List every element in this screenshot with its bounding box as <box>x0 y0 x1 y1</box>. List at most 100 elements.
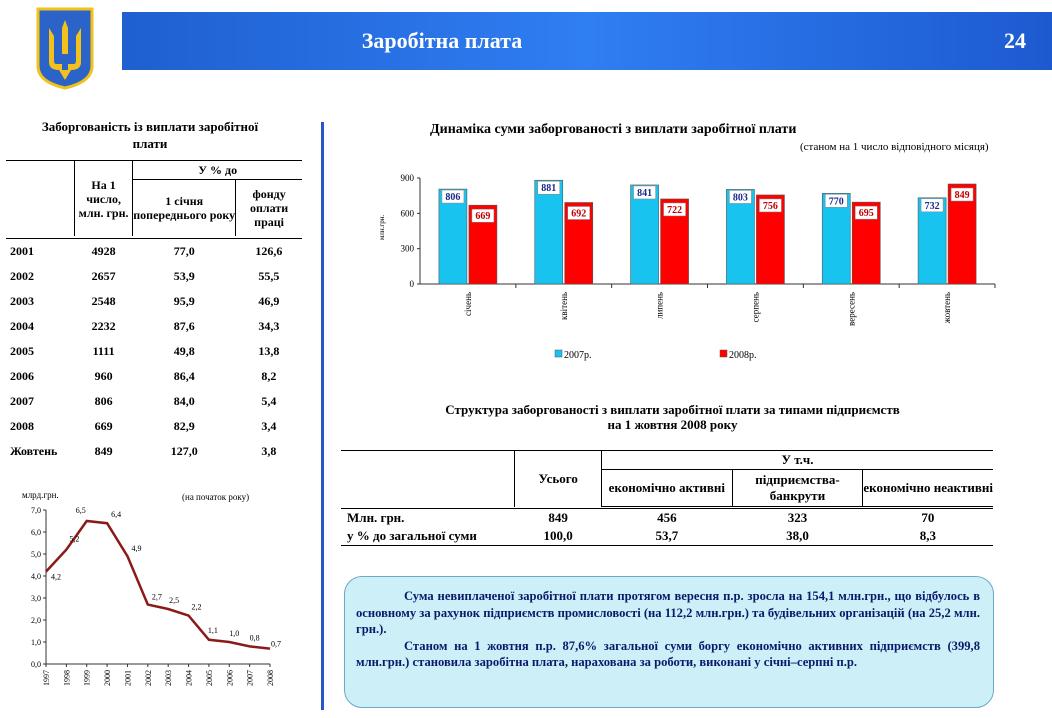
legend-label: 2007р. <box>564 350 592 361</box>
data-label: 6,4 <box>111 510 121 519</box>
debt-by-year-table: На 1 число, млн. грн. У % до 1 січня поп… <box>6 160 302 464</box>
col-amount-header: На 1 число, млн. грн. <box>73 160 133 236</box>
x-tick-label: 1998 <box>62 670 71 686</box>
right-table-title-line2: на 1 жовтня 2008 року <box>607 417 738 432</box>
data-label-box <box>471 208 495 223</box>
y-tick-label: 7,0 <box>31 506 41 515</box>
data-label: 2,7 <box>152 593 162 602</box>
table-row: 2002 2657 53,9 55,5 <box>10 269 280 283</box>
table-row: 2005 1111 49,8 13,8 <box>10 344 280 358</box>
x-tick-label: січень <box>463 292 473 316</box>
note-paragraph-1: Сума невиплаченої заробітної плати протя… <box>356 589 980 636</box>
y-tick-label: 0,0 <box>31 660 41 669</box>
x-tick-label: жовтень <box>942 292 952 324</box>
x-tick-label: вересень <box>846 292 856 326</box>
legend-swatch <box>719 349 728 358</box>
data-label: 4,2 <box>51 573 61 582</box>
data-label-box <box>663 202 686 217</box>
data-label: 1,0 <box>229 629 239 638</box>
data-label: 669 <box>475 211 490 222</box>
y-tick-label: 1,0 <box>31 638 41 647</box>
bar-2007 <box>917 197 947 285</box>
x-tick-label: 2008 <box>266 670 275 686</box>
y-tick-label: 6,0 <box>31 528 41 537</box>
x-tick-label: 1999 <box>83 670 92 686</box>
data-label: 695 <box>859 208 874 219</box>
y-tick-label: 5,0 <box>31 550 41 559</box>
table-row: 2007 806 84,0 5,4 <box>10 394 277 408</box>
page-title: Заробітна плата <box>361 28 523 53</box>
data-label: 841 <box>637 188 652 199</box>
x-tick-label: 2007 <box>246 670 255 686</box>
data-label-box <box>759 198 782 213</box>
table-row: Млн. грн. 849 456 323 70 <box>347 510 935 525</box>
x-tick-label: 1997 <box>42 670 51 686</box>
y-tick-label: 300 <box>401 244 415 254</box>
x-tick-label: 2005 <box>205 670 214 686</box>
header-empty <box>341 450 515 507</box>
data-label: 2,5 <box>169 596 179 605</box>
col-group-header: У т.ч. <box>601 450 993 470</box>
table-row: 2004 2232 87,6 34,3 <box>10 319 280 333</box>
col-inactive-header: економічно неактивні <box>862 469 993 507</box>
data-label: 0,8 <box>250 633 260 642</box>
table-row: у % до загальної суми 100,0 53,7 38,0 8,… <box>341 527 993 546</box>
bar-2007 <box>726 189 755 285</box>
y-tick-label: 0 <box>410 279 415 289</box>
data-label: 5,2 <box>69 535 79 544</box>
legend-label: 2008р. <box>729 350 757 361</box>
bar-2007 <box>534 179 564 285</box>
data-label: 770 <box>829 196 844 207</box>
trident-emblem-icon <box>36 7 94 90</box>
data-label: 4,9 <box>131 544 141 553</box>
bar-2007 <box>821 193 851 285</box>
note-text: Сума невиплаченої заробітної плати протя… <box>356 588 980 671</box>
col-total-header: Усього <box>514 450 602 507</box>
data-label-box <box>950 187 974 202</box>
right-table-title-line1: Структура заборгованості з виплати зароб… <box>445 402 900 417</box>
legend-swatch <box>554 349 563 358</box>
table-row: 2008 669 82,9 3,4 <box>10 419 277 433</box>
x-tick-label: 2000 <box>103 670 112 686</box>
data-label: 803 <box>733 192 748 203</box>
col-percent-header: У % до <box>132 160 302 180</box>
data-label: 756 <box>763 201 778 212</box>
table-row: Жовтень 849 127,0 3,8 <box>10 444 277 458</box>
y-tick-label: 2,0 <box>31 616 41 625</box>
header-bar <box>122 12 1052 70</box>
data-label-box <box>567 206 590 220</box>
table-row: 2003 2548 95,9 46,9 <box>10 294 280 308</box>
data-label: 0,7 <box>271 640 281 649</box>
left-table-title: Заборгованість із виплати заробітної пла… <box>41 119 259 151</box>
line-chart: млрд.грн. (на початок року) 0,0 1,0 2,0 3,0 4,… <box>22 490 281 686</box>
data-label: 732 <box>925 201 940 212</box>
x-tick-label: 2003 <box>164 670 173 686</box>
y-tick-label: 900 <box>401 173 415 183</box>
y-tick-label: 4,0 <box>31 572 41 581</box>
x-tick-label: 2006 <box>225 670 234 686</box>
data-label: 849 <box>955 190 970 201</box>
data-label: 806 <box>445 192 460 203</box>
col-active-header: економічно активні <box>601 469 733 507</box>
data-label: 6,5 <box>76 506 86 515</box>
note-paragraph-2: Станом на 1 жовтня п.р. 87,6% загальної … <box>356 638 980 670</box>
bar-chart: 0 300 600 900 806 669 січень 881 692 квітень 841 72… <box>401 173 996 361</box>
x-tick-label: липень <box>655 292 665 319</box>
debt-structure-table: Усього У т.ч. економічно активні підприє… <box>341 450 993 546</box>
line-chart-ylabel: млрд.грн. <box>22 490 59 500</box>
data-label-box <box>537 180 560 195</box>
bar-chart-subtitle: (станом на 1 число відповідного місяця) <box>800 141 989 153</box>
col-fund-header: фонду оплати праці <box>235 179 302 236</box>
table-row: 2001 4928 77,0 126,6 <box>10 244 283 258</box>
bar-2007 <box>438 188 468 285</box>
data-label: 2,2 <box>192 603 202 612</box>
data-label-box <box>855 205 878 220</box>
data-label-box <box>729 190 752 204</box>
x-tick-label: 2002 <box>144 670 153 686</box>
y-tick-label: 600 <box>401 208 415 218</box>
data-label-box <box>920 198 944 213</box>
x-tick-label: 2004 <box>185 670 194 686</box>
right-table-title: Структура заборгованості з виплати зароб… <box>340 402 1005 432</box>
table-row: 2006 960 86,4 8,2 <box>10 369 277 383</box>
x-tick-label: квітень <box>559 292 569 320</box>
